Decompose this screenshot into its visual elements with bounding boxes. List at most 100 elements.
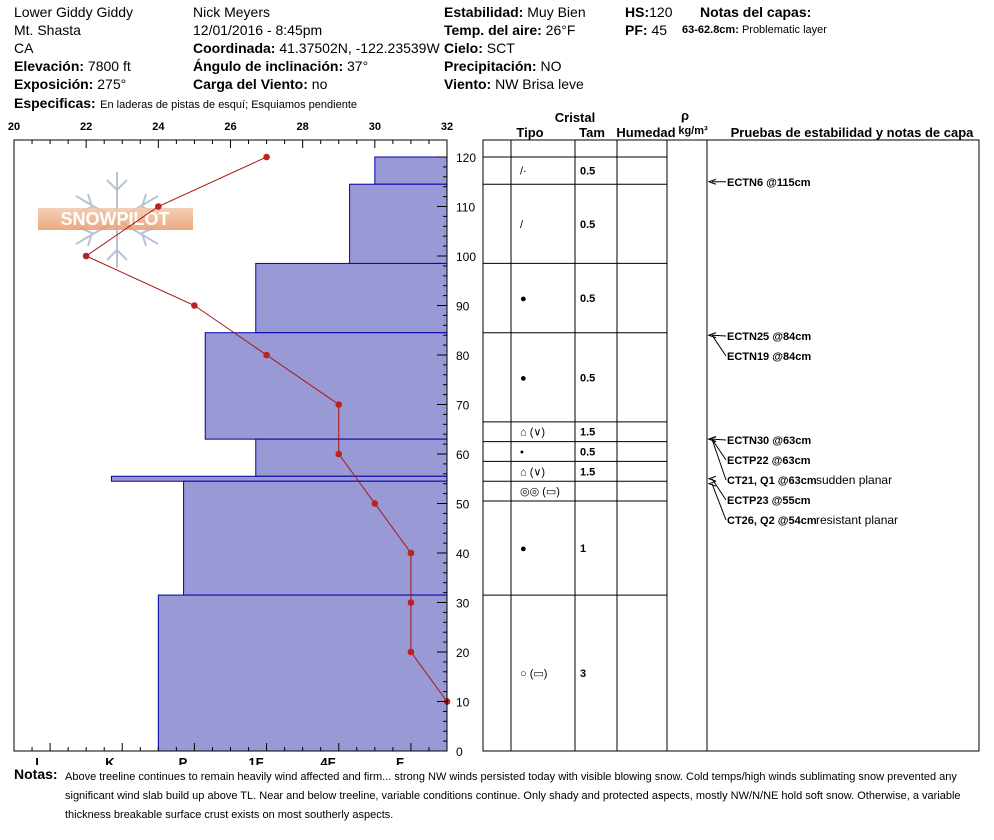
observation-datetime: 12/01/2016 - 8:45pm (193, 22, 323, 38)
depth-tick-label: 40 (456, 547, 470, 561)
aspect: Exposición: 275° (14, 77, 126, 91)
test-arrow (711, 438, 727, 441)
crystal-header: Cristal (555, 110, 595, 125)
hardness-bar-2 (255, 262, 448, 334)
size-header: Tam (579, 125, 605, 140)
depth-tick-label: 10 (456, 696, 470, 710)
specifics: Especificas: En laderas de pistas de esq… (14, 96, 357, 112)
elevation-value: 7800 ft (87, 58, 131, 74)
sky-value: SCT (486, 40, 515, 56)
precipitation: Precipitación: NO (444, 59, 561, 73)
layer-note-text: Problematic layer (741, 24, 827, 36)
windload-value: no (311, 76, 328, 92)
coord-value: 41.37502N, -122.23539W (279, 40, 440, 56)
elevation-label: Elevación: (14, 58, 85, 74)
stability-test-note: resistant planar (816, 513, 898, 527)
temperature-point (263, 153, 270, 161)
temperature-point (155, 203, 162, 210)
wind-label: Viento: (444, 76, 492, 92)
hardness-bar-1 (349, 183, 448, 264)
grid-column-dividers (510, 140, 708, 751)
location-name: Lower Giddy Giddy (14, 4, 134, 20)
crystal-type: ⌂ (∨) (520, 427, 545, 439)
notes-label: Notas: (14, 766, 58, 782)
test-arrow-head (707, 480, 717, 487)
coord-label: Coordinada: (193, 40, 276, 56)
hardness-bar-3 (204, 332, 448, 440)
stability: Estabilidad: Muy Bien (444, 5, 586, 19)
specifics-value: En laderas de pistas de esquí; Esquiamos… (100, 99, 358, 111)
test-arrow (711, 334, 727, 337)
crystal-size: 1.5 (580, 466, 595, 478)
incline-value: 37° (347, 58, 369, 74)
depth-tick-label: 20 (456, 646, 470, 660)
crystal-size: 3 (580, 668, 586, 680)
crystal-type: /· (520, 166, 527, 178)
test-arrow-head (707, 475, 717, 482)
aspect-value: 275° (97, 76, 127, 92)
stability-test-label: ECTP22 @63cm (727, 455, 811, 467)
temp-tick-label: 24 (152, 121, 165, 133)
crystal-type: ⌂ (∨) (520, 466, 545, 478)
stability-test-note: sudden planar (816, 473, 892, 487)
precip-value: NO (540, 58, 562, 74)
moisture-header: Humedad (616, 125, 675, 140)
hs-value: 120 (649, 4, 673, 20)
crystal-type: • (520, 447, 524, 459)
layer-note: 63-62.8cm: Problematic layer (682, 25, 827, 36)
incline-label: Ángulo de inclinación: (193, 58, 344, 74)
airtemp-label: Temp. del aire: (444, 22, 542, 38)
crystal-type: ○ (▭) (520, 668, 547, 680)
layer-note-range: 63-62.8cm: (682, 24, 739, 36)
temperature-point (82, 252, 90, 260)
wind-value: NW Brisa leve (495, 76, 584, 92)
observer-name: Nick Meyers (193, 4, 271, 20)
logo-text: SNOWPILOT (61, 209, 170, 229)
test-arrow-head (707, 332, 717, 339)
temp-tick-label: 22 (80, 121, 92, 133)
depth-tick-label: 120 (456, 151, 476, 165)
crystal-type: ● (520, 293, 527, 305)
temperature-point (335, 450, 343, 458)
temperature-point (191, 302, 198, 309)
crystal-type: ◎◎ (▭) (520, 486, 560, 498)
temp-tick-label: 20 (8, 121, 20, 133)
temperature-point (407, 648, 415, 656)
test-arrow (711, 438, 727, 481)
depth-tick-label: 80 (456, 349, 470, 363)
snowpilot-logo: SNOWPILOT (38, 172, 193, 268)
notes-text: Above treeline continues to remain heavi… (65, 771, 961, 821)
stability-test-label: ECTN6 @115cm (727, 177, 811, 189)
snow-profile-chart: SNOWPILOT 20 22 24 26 28 30 32 0 10 20 30 40 50 60 70 8… (8, 108, 980, 765)
sky-label: Cielo: (444, 40, 483, 56)
crystal-size: 0.5 (580, 372, 595, 384)
depth-tick-label: 70 (456, 399, 470, 413)
density-header: kg/m³ (678, 125, 708, 137)
temperature-point (371, 500, 379, 507)
wind: Viento: NW Brisa leve (444, 77, 584, 91)
hardness-label: K (105, 755, 115, 765)
crystal-type: ● (520, 372, 527, 384)
hardness-label: F (396, 755, 404, 765)
depth-tick-label: 0 (456, 745, 463, 759)
test-arrow (711, 334, 727, 357)
layer-grid-frame (482, 139, 980, 752)
pf-value: 45 (651, 22, 668, 38)
temperature-point (407, 599, 415, 606)
tests-header: Pruebas de estabilidad y notas de capa (731, 125, 975, 140)
specifics-label: Especificas: (14, 95, 96, 111)
depth-tick-label: 30 (456, 597, 470, 611)
layer-notes-title: Notas del capas: (700, 4, 812, 20)
temp-tick-label: 28 (297, 121, 309, 133)
windload-label: Carga del Viento: (193, 76, 308, 92)
temp-tick-label: 26 (224, 121, 236, 133)
precip-label: Precipitación: (444, 58, 537, 74)
stability-label: Estabilidad: (444, 4, 524, 20)
temperature-line (85, 156, 448, 702)
stability-test-label: ECTN19 @84cm (727, 351, 811, 363)
hardness-bar-4 (255, 438, 448, 477)
stability-test-label: ECTP23 @55cm (727, 495, 811, 507)
crystal-type: / (520, 219, 524, 231)
hardness-bar-6 (183, 480, 448, 596)
state-name: CA (14, 40, 34, 56)
